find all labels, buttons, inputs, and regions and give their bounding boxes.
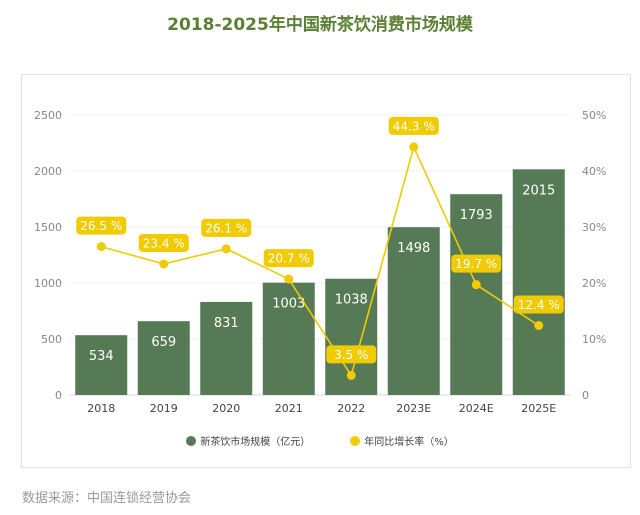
legend-item-bar[interactable]: 新茶饮市场规模（亿元） <box>186 433 310 448</box>
right-axis-tick: 10% <box>582 333 606 346</box>
growth-label: 20.7 % <box>268 252 310 266</box>
growth-label: 26.1 % <box>205 221 247 235</box>
growth-label-bg <box>201 218 252 237</box>
bar-value-label: 1038 <box>335 293 368 308</box>
growth-point <box>409 142 419 152</box>
bar <box>450 194 503 395</box>
bar-value-label: 2015 <box>522 183 555 198</box>
chart-title: 2018-2025年中国新茶饮消费市场规模 <box>167 15 473 35</box>
growth-point <box>534 321 544 331</box>
growth-point <box>284 274 294 284</box>
left-axis-tick: 500 <box>41 333 62 346</box>
right-axis-tick: 50% <box>582 109 606 122</box>
left-axis-tick: 2500 <box>34 109 62 122</box>
growth-point <box>159 259 169 269</box>
bar-value-label: 831 <box>214 316 239 331</box>
left-axis-tick: 0 <box>55 389 62 402</box>
left-axis-tick: 2000 <box>34 165 62 178</box>
chart-frame <box>21 74 631 468</box>
bar-value-label: 1003 <box>272 297 305 312</box>
growth-label-bg <box>388 116 439 135</box>
bar <box>262 282 315 395</box>
x-axis-tick: 2018 <box>87 402 115 415</box>
growth-label-bg <box>138 233 189 252</box>
growth-label: 12.4 % <box>518 298 560 312</box>
legend: 新茶饮市场规模（亿元） 年同比增长率（%） <box>0 433 640 448</box>
left-axis-tick: 1000 <box>34 277 62 290</box>
bar-value-label: 1793 <box>460 208 493 223</box>
x-axis-tick: 2020 <box>212 402 240 415</box>
x-axis-tick: 2022 <box>337 402 365 415</box>
x-axis-tick: 2021 <box>275 402 303 415</box>
x-axis-tick: 2019 <box>150 402 178 415</box>
growth-label-bg <box>451 254 502 273</box>
bar <box>75 335 128 395</box>
x-axis-tick: 2023E <box>396 402 431 415</box>
growth-point <box>471 280 481 290</box>
x-axis-tick: 2025E <box>521 402 556 415</box>
legend-swatch-green <box>186 436 197 446</box>
legend-label: 年同比增长率（%） <box>364 437 454 448</box>
bar-value-label: 659 <box>151 335 176 350</box>
growth-point <box>96 242 106 252</box>
legend-swatch-yellow <box>350 436 361 446</box>
right-axis-tick: 20% <box>582 277 606 290</box>
growth-label-bg <box>76 216 127 235</box>
right-axis-tick: 40% <box>582 165 606 178</box>
growth-label: 26.5 % <box>80 219 122 233</box>
bar <box>512 169 565 395</box>
growth-label: 3.5 % <box>334 348 368 362</box>
source-note: 数据来源：中国连锁经营协会 <box>22 491 192 506</box>
growth-label: 19.7 % <box>455 257 497 271</box>
bar <box>137 321 190 395</box>
bar <box>200 301 253 395</box>
right-axis-tick: 0 <box>582 389 589 402</box>
bar-value-label: 1498 <box>397 241 430 256</box>
growth-label: 44.3 % <box>393 119 435 133</box>
growth-label-bg <box>326 345 377 364</box>
growth-point <box>346 370 356 380</box>
growth-label-bg <box>263 249 314 268</box>
legend-label: 新茶饮市场规模（亿元） <box>200 437 311 448</box>
bar-value-label: 534 <box>89 349 114 364</box>
x-axis-tick: 2024E <box>459 402 494 415</box>
growth-point <box>221 244 231 254</box>
bar <box>387 227 440 395</box>
legend-item-line[interactable]: 年同比增长率（%） <box>350 433 454 448</box>
growth-label-bg <box>513 295 564 314</box>
right-axis-tick: 30% <box>582 221 606 234</box>
left-axis-tick: 1500 <box>34 221 62 234</box>
growth-label: 23.4 % <box>143 236 185 250</box>
